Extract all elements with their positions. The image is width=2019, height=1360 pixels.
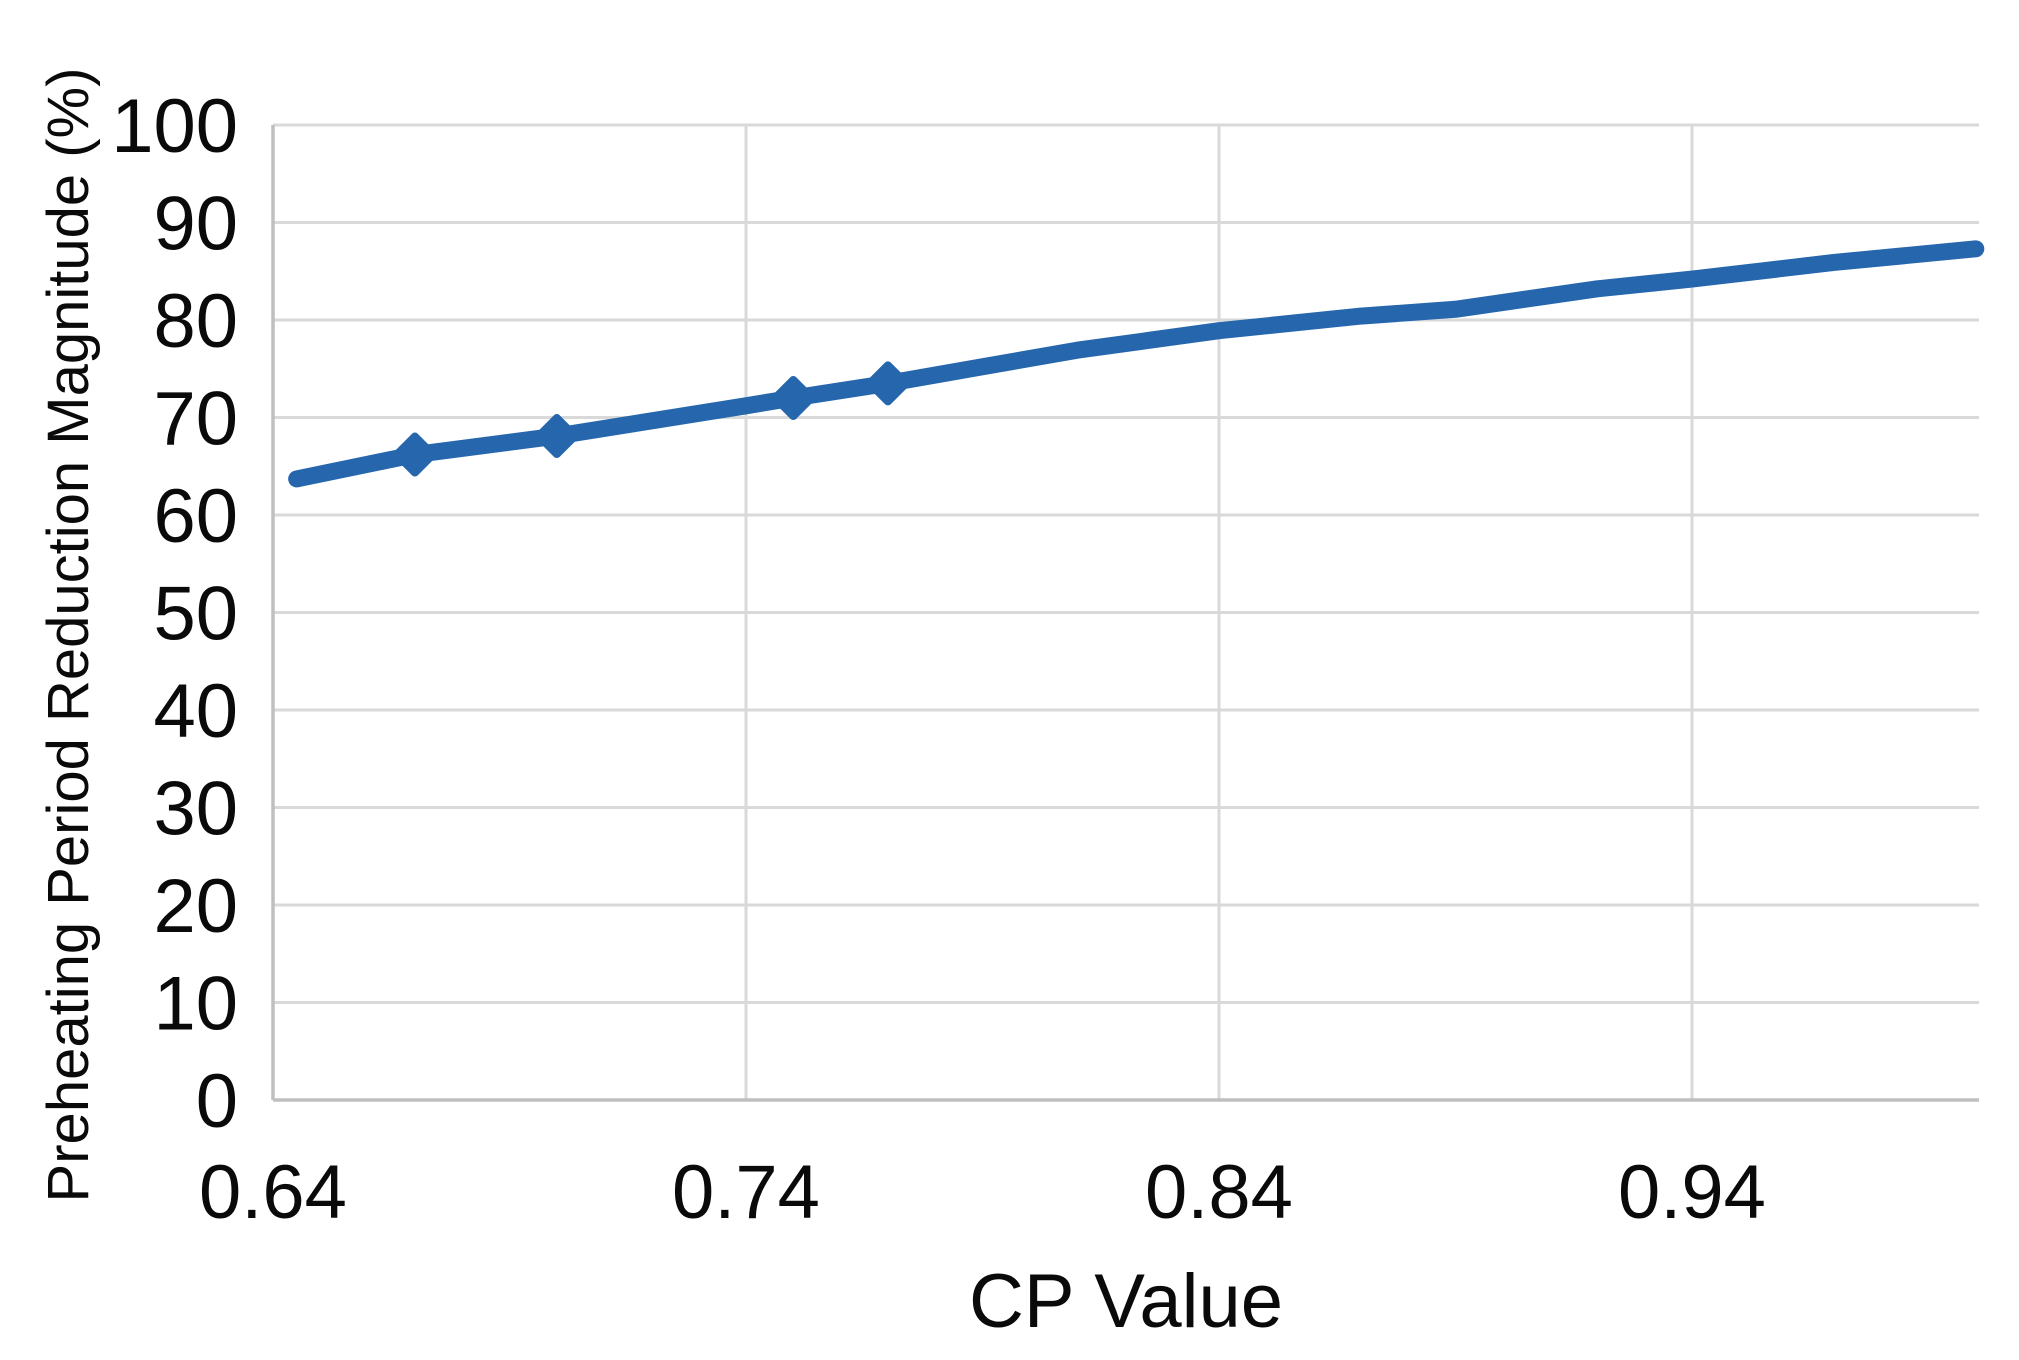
y-tick-label: 30	[153, 767, 238, 852]
x-tick-label: 0.84	[1145, 1150, 1293, 1235]
data-point-markers	[392, 361, 910, 477]
y-tick-label: 50	[153, 572, 238, 657]
x-tick-labels: 0.64 0.74 0.84 0.94	[199, 1150, 1766, 1235]
x-tick-label: 0.74	[672, 1150, 820, 1235]
axis-lines	[271, 125, 1979, 1102]
series-line	[288, 240, 1985, 488]
y-tick-label: 0	[196, 1059, 238, 1144]
y-tick-label: 10	[153, 962, 238, 1047]
y-tick-labels: 0 10 20 30 40 50 60 70 80 90 100	[111, 84, 238, 1144]
y-tick-label: 90	[153, 182, 238, 267]
y-tick-label: 20	[153, 864, 238, 949]
data-point-marker	[534, 414, 579, 459]
data-point-marker	[392, 432, 437, 477]
y-tick-label: 70	[153, 377, 238, 462]
data-point-marker	[865, 361, 910, 406]
x-tick-label: 0.64	[199, 1150, 347, 1235]
gridlines	[273, 123, 1979, 1100]
y-tick-label: 60	[153, 474, 238, 559]
x-axis-title: CP Value	[969, 1259, 1283, 1344]
x-tick-label: 0.94	[1618, 1150, 1766, 1235]
data-point-marker	[771, 376, 816, 420]
y-tick-label: 100	[111, 84, 238, 169]
y-tick-label: 80	[153, 279, 238, 364]
y-axis-title: Preheating Period Reduction Magnitude (%…	[36, 68, 101, 1203]
y-tick-label: 40	[153, 669, 238, 754]
